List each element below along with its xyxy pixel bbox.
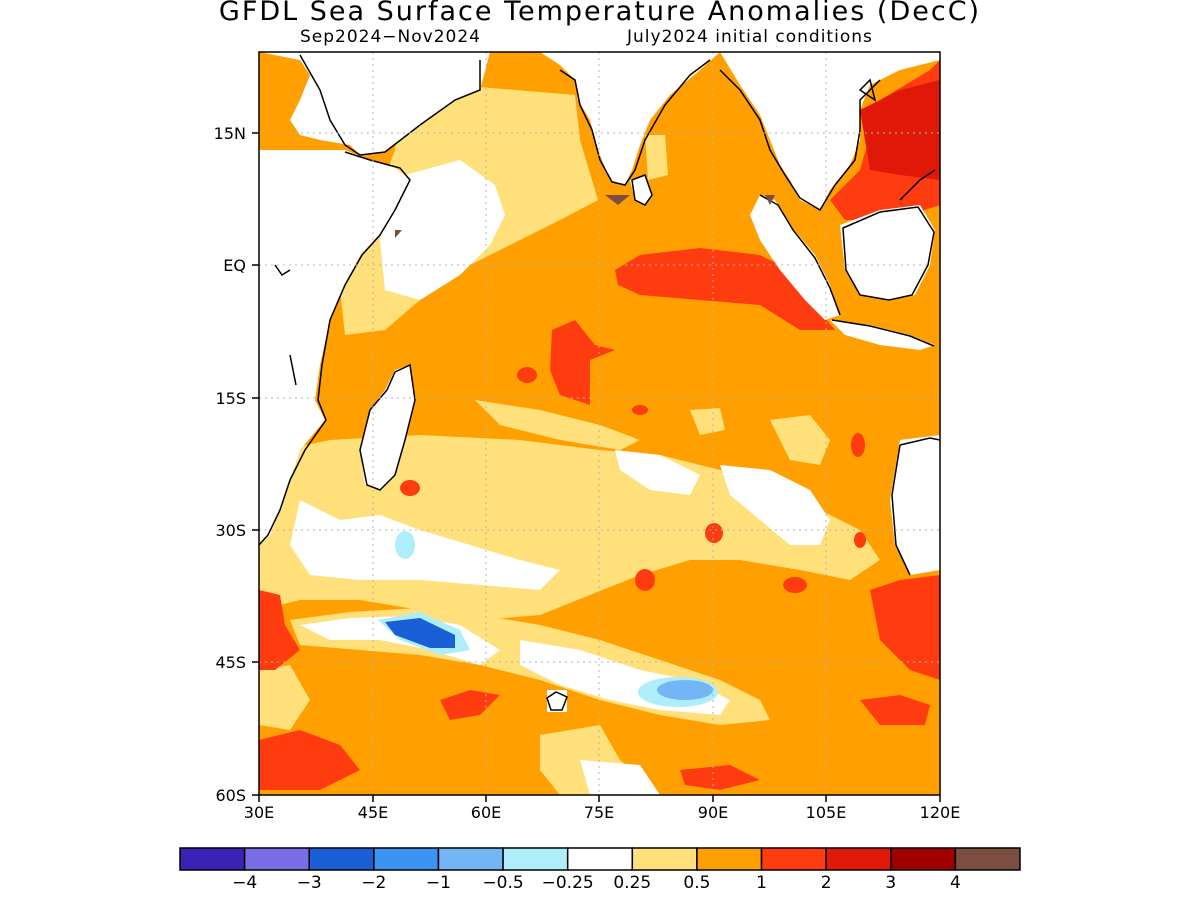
lon-label-30e: 30E — [244, 803, 274, 822]
land-southeast-asia — [720, 52, 940, 210]
colorbar-label: 4 — [950, 873, 961, 893]
anomaly-1-2 — [440, 690, 500, 720]
colorbar-swatch — [308, 847, 375, 871]
lon-label-60e: 60E — [471, 803, 501, 822]
lat-label-15n: 15N — [214, 124, 246, 143]
colorbar-label: 0.5 — [683, 873, 710, 893]
anomaly-gt-4 — [395, 230, 402, 238]
anomaly-1-2 — [635, 569, 655, 591]
anomaly-gt-4 — [765, 195, 775, 205]
anomaly-1-2 — [783, 577, 807, 593]
colorbar-swatch — [631, 847, 698, 871]
tick-marks — [252, 132, 941, 802]
anomaly-0.25-0.5 — [690, 408, 725, 435]
colorbar-label: −0.25 — [542, 873, 594, 893]
land-australia — [890, 435, 940, 575]
colorbar: −4 −3 −2 −1 −0.5 −0.25 0.25 0.5 1 2 3 4 — [179, 847, 1021, 893]
colorbar-swatch — [243, 847, 310, 871]
map-title: GFDL Sea Surface Temperature Anomalies (… — [218, 0, 982, 27]
anomaly-1-2 — [632, 405, 648, 415]
anomaly-neutral — [290, 500, 560, 590]
anomaly-neg-0.5 — [657, 680, 713, 700]
anomaly-neg-0.25 — [395, 531, 415, 559]
colorbar-swatch — [696, 847, 763, 871]
colorbar-label: −1 — [426, 873, 451, 893]
anomaly-1-2 — [259, 730, 360, 790]
land-india — [540, 52, 720, 185]
anomaly-2-3 — [860, 80, 940, 180]
anomaly-1-2 — [860, 695, 930, 725]
colorbar-swatch — [373, 847, 440, 871]
lon-label-75e: 75E — [584, 803, 614, 822]
land-sri-lanka — [630, 175, 652, 205]
anomaly-neutral — [615, 450, 700, 495]
lon-label-120e: 120E — [920, 803, 961, 822]
land-africa — [259, 150, 410, 545]
initial-conditions: July2024 initial conditions — [627, 27, 873, 47]
colorbar-label: −3 — [297, 873, 322, 893]
anomaly-1-2 — [517, 367, 537, 383]
anomaly-gt-4 — [605, 195, 630, 205]
lon-label-105e: 105E — [806, 803, 847, 822]
anomaly-1-2 — [870, 575, 940, 680]
colorbar-swatch — [566, 847, 634, 871]
anomaly-1-2 — [854, 532, 866, 548]
anomaly-1-2 — [259, 590, 300, 670]
anomaly-neg-1 — [385, 618, 455, 648]
anomaly-neutral — [580, 760, 660, 795]
anomaly-0.25-0.5 — [645, 135, 668, 180]
land-sumatra — [750, 195, 840, 320]
anomaly-1-2 — [680, 765, 760, 790]
anomaly-field — [259, 52, 940, 795]
colorbar-label: −0.5 — [482, 873, 523, 893]
forecast-period: Sep2024−Nov2024 — [300, 27, 481, 47]
anomaly-1-2 — [400, 480, 420, 496]
colorbar-swatch — [502, 847, 569, 871]
colorbar-label: 2 — [821, 873, 832, 893]
lat-label-30s: 30S — [215, 521, 246, 540]
land-borneo — [840, 205, 935, 300]
lat-label-60s: 60S — [215, 786, 246, 805]
land-madagascar — [360, 365, 415, 490]
coastlines — [259, 54, 940, 711]
colorbar-swatch — [890, 847, 957, 871]
lat-label-15s: 15S — [215, 389, 246, 408]
colorbar-swatch — [760, 847, 827, 871]
colorbar-label: 0.25 — [613, 873, 651, 893]
lon-label-45e: 45E — [358, 803, 388, 822]
colorbar-label: 1 — [756, 873, 767, 893]
colorbar-label: −4 — [232, 873, 257, 893]
colorbar-swatch — [437, 847, 504, 871]
land-java — [830, 320, 935, 350]
colorbar-swatch — [825, 847, 892, 871]
gridlines — [259, 52, 940, 795]
anomaly-neutral — [380, 160, 505, 300]
colorbar-swatch — [179, 847, 246, 871]
colorbar-label: −2 — [361, 873, 386, 893]
anomaly-neutral — [720, 465, 830, 545]
anomaly-1-2 — [851, 433, 865, 457]
anomaly-0.25-0.5 — [770, 415, 830, 465]
colorbar-label: 3 — [885, 873, 896, 893]
anomaly-1-2 — [705, 523, 723, 543]
anomaly-0.25-0.5 — [259, 665, 310, 730]
lat-label-45s: 45S — [215, 653, 246, 672]
land-arabia — [259, 52, 490, 155]
lat-label-eq: EQ — [223, 256, 246, 275]
lon-label-90e: 90E — [698, 803, 728, 822]
colorbar-swatch — [954, 847, 1021, 871]
anomaly-1-2 — [550, 320, 615, 405]
